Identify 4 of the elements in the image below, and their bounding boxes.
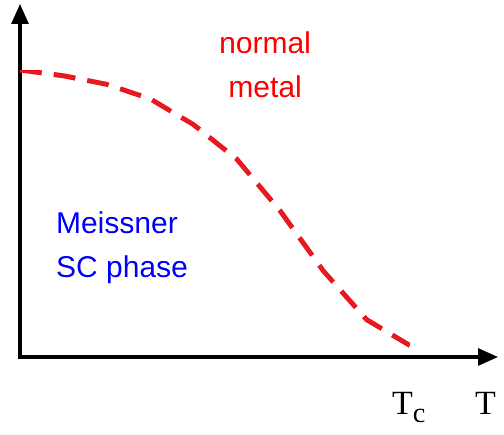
text: T$_{c}$ [392, 385, 426, 430]
annotation: Meissner SC phase [56, 206, 189, 286]
x-axis-title: T [475, 385, 496, 423]
annotation: normal metal [218, 26, 312, 106]
